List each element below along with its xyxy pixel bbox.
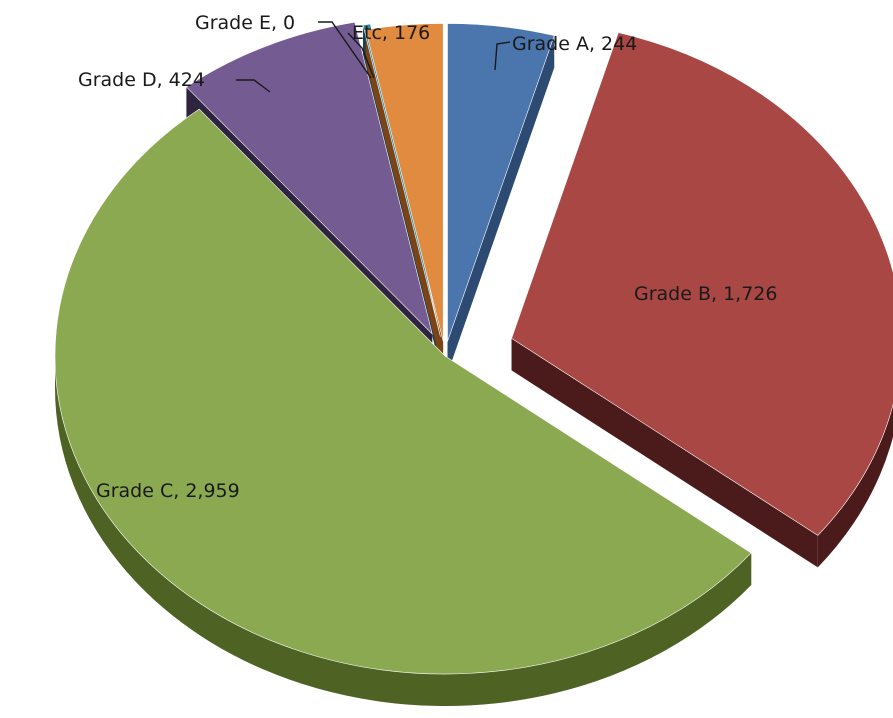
slice-grade-d [185, 21, 433, 335]
slice-side-grade-a [447, 35, 555, 374]
leader-lines-layer [236, 21, 511, 93]
data-label-grade-c: Grade C, 2,959 [96, 480, 240, 502]
slice-grade-e [362, 23, 441, 337]
data-label-grade-a: Grade A, 244 [512, 33, 637, 55]
slice-grade-b [511, 32, 893, 536]
data-labels-layer: Grade A, 244 Grade B, 1,726 Grade C, 2,9… [78, 12, 777, 502]
data-label-grade-b: Grade B, 1,726 [634, 283, 777, 305]
leader-line-etc [347, 32, 375, 79]
slice-etc [365, 23, 444, 342]
slice-side-etc [365, 29, 444, 374]
slice-tops-layer [54, 21, 893, 675]
data-label-etc: Etc, 176 [352, 22, 430, 44]
slice-grade-c [54, 108, 752, 675]
slice-grade-a [447, 23, 555, 342]
leader-line-grade-a [494, 41, 511, 71]
data-label-grade-d: Grade D, 424 [78, 69, 205, 91]
leader-line-grade-e [318, 21, 372, 79]
leader-line-grade-d [236, 79, 271, 93]
data-label-grade-e: Grade E, 0 [195, 12, 295, 34]
